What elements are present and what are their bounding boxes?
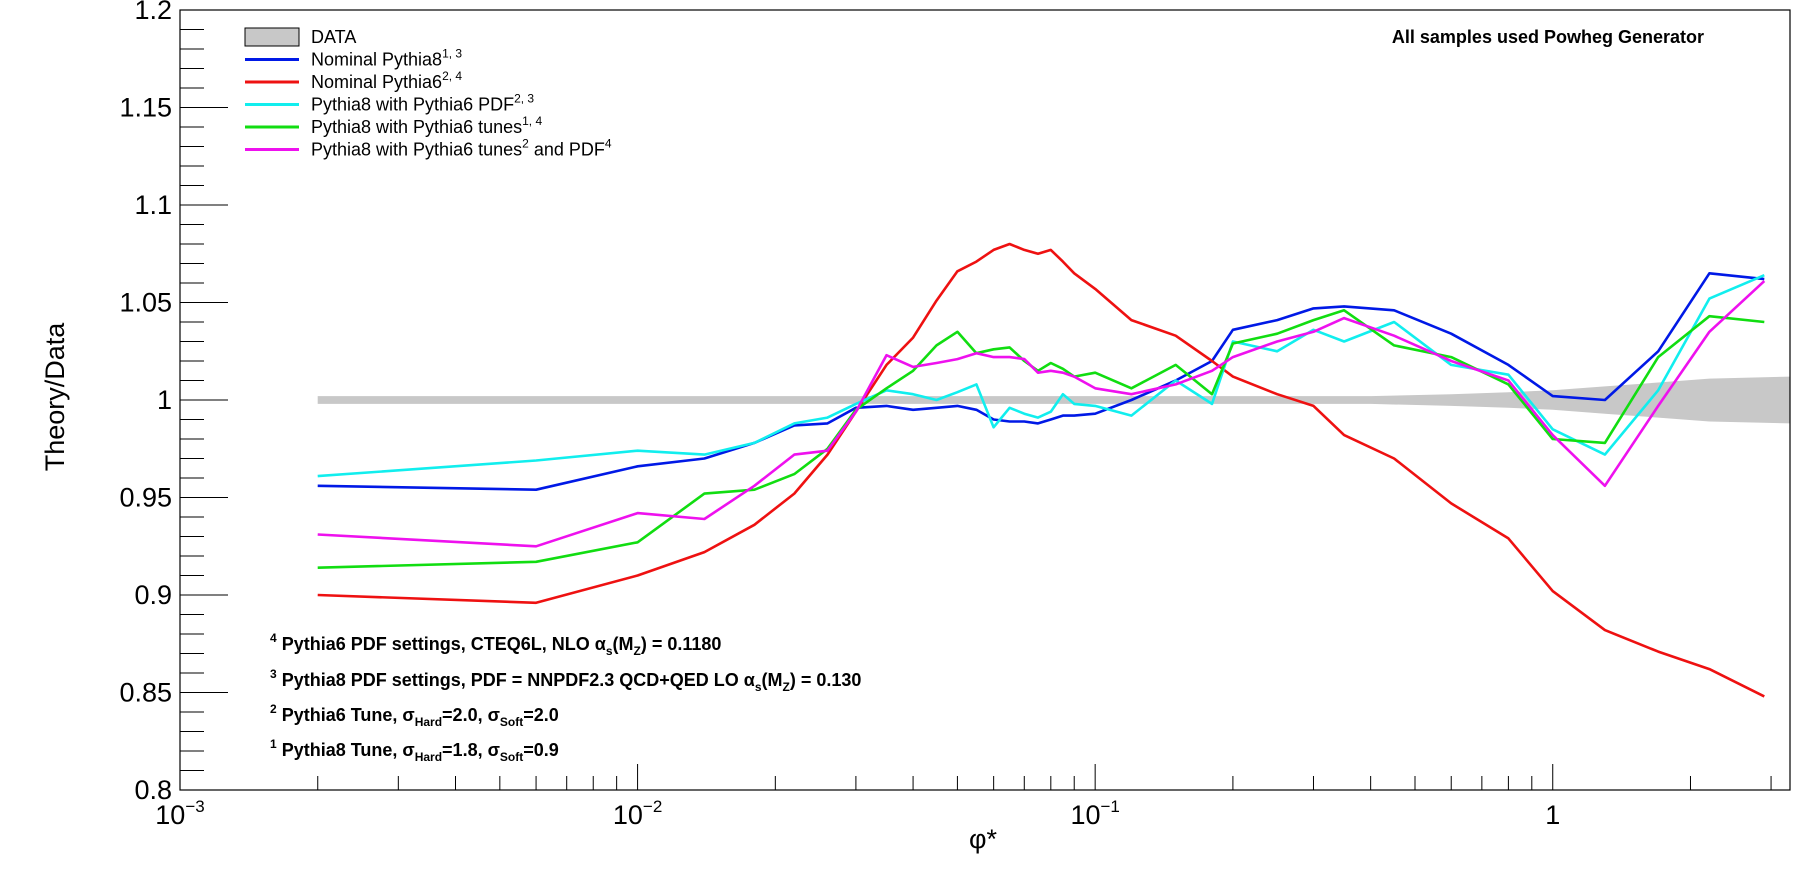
y-tick-label: 0.85 — [119, 678, 172, 708]
x-tick-label: 10−2 — [613, 797, 662, 830]
series-line-3 — [317, 274, 1765, 478]
data-band — [317, 376, 1791, 424]
data-band-area — [317, 376, 1791, 424]
chart-annotation: All samples used Powheg Generator — [1392, 27, 1704, 47]
y-tick-label: 0.8 — [134, 775, 172, 805]
y-tick-label: 1.1 — [134, 190, 172, 220]
legend-swatch-band — [244, 27, 300, 47]
axes: 0.8 0.85 0.9 0.95 1 1.05 1.1 1.15 1.2 10−3 10−2 10−… — [119, 0, 1772, 830]
y-tick-label: 1.05 — [119, 288, 172, 318]
footnote: 3 Pythia8 PDF settings, PDF = NNPDF2.3 Q… — [270, 667, 861, 694]
y-tick-label: 1.15 — [119, 93, 172, 123]
series-layer — [317, 242, 1766, 698]
legend-entry: Pythia8 with Pythia6 PDF2, 3 — [311, 92, 534, 115]
y-tick-label: 0.95 — [119, 483, 172, 513]
series-line-1 — [317, 271, 1765, 492]
footnote: 2 Pythia6 Tune, σHard=2.0, σSoft=2.0 — [270, 702, 559, 729]
series-line-2 — [317, 242, 1765, 698]
legend-entry: DATA — [311, 27, 356, 47]
x-tick-label: 10−3 — [155, 797, 204, 830]
footnotes: 4 Pythia6 PDF settings, CTEQ6L, NLO αs(M… — [270, 631, 861, 764]
x-tick-label: 10−1 — [1070, 797, 1119, 830]
y-tick-label: 1 — [157, 385, 172, 415]
x-tick-label: 1 — [1545, 800, 1560, 830]
series-line-5 — [317, 280, 1766, 548]
x-axis-title: φ* — [969, 824, 998, 854]
footnote: 1 Pythia8 Tune, σHard=1.8, σSoft=0.9 — [270, 737, 559, 764]
legend-entry: Pythia8 with Pythia6 tunes1, 4 — [311, 114, 542, 137]
legend-entry: Nominal Pythia62, 4 — [311, 69, 462, 92]
y-tick-label: 1.2 — [134, 0, 172, 25]
footnote: 4 Pythia6 PDF settings, CTEQ6L, NLO αs(M… — [270, 631, 721, 658]
legend-entry: Pythia8 with Pythia6 tunes2 and PDF4 — [311, 137, 612, 160]
y-tick-label: 0.9 — [134, 580, 172, 610]
legend-entry: Nominal Pythia81, 3 — [311, 47, 462, 70]
series-line-4 — [317, 308, 1765, 569]
y-axis-title: Theory/Data — [40, 322, 70, 472]
